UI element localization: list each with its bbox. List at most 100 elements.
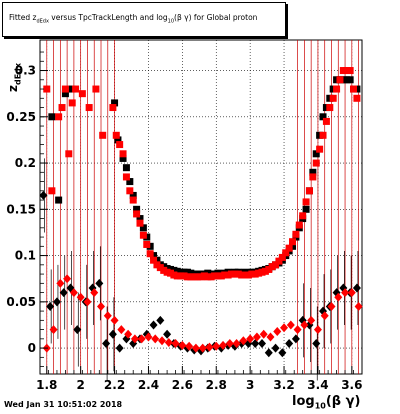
red-diamond-point: [273, 326, 282, 336]
black-diamond-point: [52, 297, 61, 307]
red-square-point: [48, 187, 56, 195]
red-diamond-point: [124, 329, 133, 339]
red-diamond-point: [151, 334, 160, 344]
red-square-point: [85, 104, 93, 112]
black-diamond-point: [59, 288, 68, 298]
red-diamond-point: [320, 311, 329, 321]
red-diamond-point: [171, 338, 180, 348]
black-square-point: [122, 164, 130, 172]
red-diamond-point: [97, 301, 106, 311]
black-square-point: [55, 196, 63, 204]
x-tick-label: 2.2: [104, 378, 125, 392]
ylabel-sub: dEdx: [13, 62, 23, 86]
black-square-point: [309, 168, 317, 176]
xlabel-sub: 10: [314, 401, 326, 411]
red-square-point: [319, 131, 327, 139]
red-square-point: [65, 150, 73, 158]
red-diamond-point: [327, 301, 336, 311]
red-diamond-point: [293, 325, 302, 335]
black-diamond-point: [285, 338, 294, 348]
x-tick-label: 3.2: [273, 378, 294, 392]
red-diamond-point: [225, 338, 234, 348]
red-square-point: [333, 85, 341, 93]
red-square-point: [312, 159, 320, 167]
red-diamond-point: [117, 325, 126, 335]
red-diamond-point: [90, 288, 99, 298]
red-square-point: [278, 253, 286, 261]
red-diamond-point: [164, 338, 173, 348]
red-square-point: [61, 85, 69, 93]
y-tick-label: 0.05: [6, 295, 36, 309]
axes: 1.8 2 2.2 2.4 2.6 2.8 3 3.2 3.4 3.6 0 0.05 0.1 0.15 0.…: [6, 51, 362, 392]
y-tick-label: 0.1: [15, 249, 36, 263]
red-diamond-point: [354, 301, 363, 311]
black-diamond-point: [149, 320, 158, 330]
black-square-point: [111, 99, 119, 107]
red-square-point: [272, 261, 280, 269]
y-axis-label: zdEdx: [6, 63, 22, 92]
red-diamond-point: [280, 323, 289, 333]
red-square-point: [109, 104, 117, 112]
x-tick-label: 3.6: [341, 378, 362, 392]
red-diamond-point: [69, 288, 78, 298]
black-square-point: [119, 154, 127, 162]
title-prefix: Fitted z: [9, 13, 37, 22]
red-square-point: [336, 76, 344, 84]
red-square-point: [289, 238, 297, 246]
red-diamond-point: [239, 336, 248, 346]
black-square-point: [139, 224, 147, 232]
red-square-point: [282, 249, 290, 257]
red-square-point: [122, 173, 130, 181]
black-diamond-point: [352, 283, 361, 293]
black-diamond-point: [264, 348, 273, 358]
red-diamond-point: [178, 340, 187, 350]
x-tick-label: 1.8: [36, 378, 57, 392]
red-square-point: [99, 131, 107, 139]
red-diamond-point: [334, 292, 343, 302]
red-diamond-point: [185, 341, 194, 351]
black-diamond-point: [115, 343, 124, 353]
red-square-point: [68, 99, 76, 107]
xlabel-suffix: (β γ): [325, 394, 361, 409]
red-square-point: [136, 219, 144, 227]
y-tick-label: 0: [28, 341, 36, 355]
black-diamond-point: [163, 329, 172, 339]
x-tick-label: 2.8: [206, 378, 227, 392]
red-square-point: [316, 145, 324, 153]
red-diamond-point: [252, 332, 261, 342]
black-square-point: [61, 90, 69, 98]
y-tick-label: 0.3: [15, 64, 36, 78]
red-diamond-point: [307, 315, 316, 325]
red-diamond-point: [137, 334, 146, 344]
red-diamond-point: [232, 338, 241, 348]
red-square-point: [119, 150, 127, 158]
black-diamond-point: [102, 338, 111, 348]
black-diamond-point: [278, 348, 287, 358]
red-square-point: [112, 131, 120, 139]
red-square-point: [126, 187, 134, 195]
red-square-point: [353, 94, 361, 102]
red-square-point: [322, 117, 330, 125]
red-square-point: [129, 196, 137, 204]
y-tick-label: 0.25: [6, 110, 36, 124]
red-square-point: [133, 210, 141, 218]
black-diamond-point: [271, 343, 280, 353]
red-diamond-point: [219, 340, 228, 350]
title-mid: versus TpcTrackLength and log: [48, 13, 168, 22]
black-square-point: [302, 205, 310, 213]
black-square-point: [133, 205, 141, 213]
red-diamond-point: [191, 343, 200, 353]
red-square-point: [116, 141, 124, 149]
black-diamond-point: [251, 338, 260, 348]
x-tick-label: 2.4: [138, 378, 159, 392]
red-diamond-point: [313, 325, 322, 335]
plot-frame: [39, 39, 363, 375]
red-square-point: [146, 250, 154, 258]
x-tick-label: 3: [246, 378, 254, 392]
black-square-point: [136, 215, 144, 223]
red-diamond-point: [56, 278, 65, 288]
red-square-point: [55, 113, 63, 121]
black-diamond-point: [108, 329, 117, 339]
red-square-point: [346, 67, 354, 75]
